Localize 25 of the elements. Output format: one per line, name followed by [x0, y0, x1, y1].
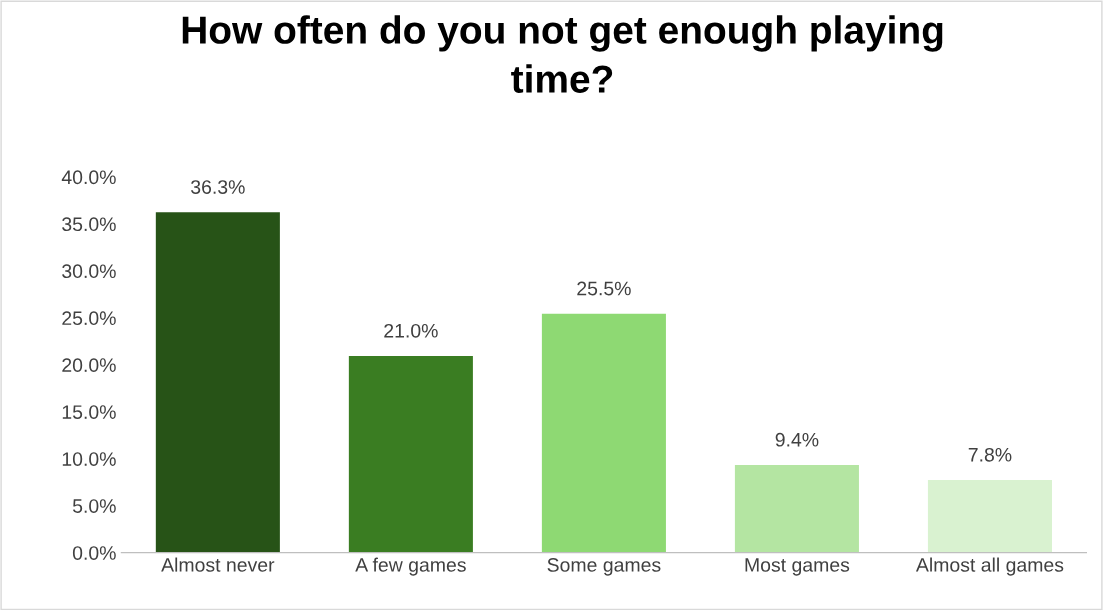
y-tick-label: 35.0%	[62, 217, 116, 232]
y-tick-label: 40.0%	[61, 170, 116, 185]
x-tick-label: Almost all games	[915, 557, 1064, 576]
y-tick-label: 25.0%	[62, 311, 116, 326]
y-tick-label: 0.0%	[72, 546, 116, 560]
data-label: 21.0%	[384, 323, 438, 338]
bar	[926, 478, 1054, 553]
bar	[540, 312, 668, 553]
y-tick-label: 15.0%	[62, 405, 116, 419]
bar	[733, 463, 861, 553]
chart-title: How often do you not get enough playing time?	[182, 15, 943, 93]
bar	[154, 210, 282, 553]
y-tick-label: 20.0%	[62, 358, 116, 373]
x-tick-label: Most games	[745, 558, 850, 576]
x-tick-label: A few games	[355, 557, 466, 576]
y-tick-label: 10.0%	[62, 452, 116, 466]
bar	[347, 354, 475, 553]
y-tick-label: 30.0%	[62, 264, 116, 279]
x-tick-label: Almost never	[161, 557, 275, 572]
data-label: 36.3%	[191, 180, 245, 194]
data-label: 9.4%	[775, 432, 819, 447]
data-label: 7.8%	[968, 447, 1012, 462]
data-label: 25.5%	[577, 281, 631, 296]
x-tick-label: Some games	[547, 558, 661, 576]
y-tick-label: 5.0%	[72, 499, 116, 513]
